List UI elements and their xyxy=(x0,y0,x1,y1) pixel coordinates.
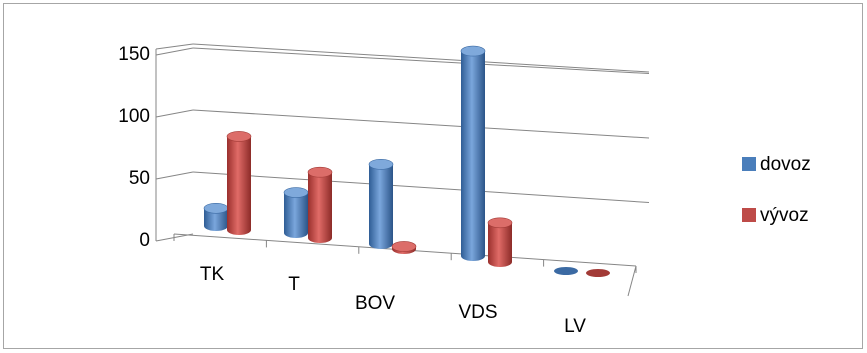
bar-dovoz-VDS xyxy=(460,45,486,261)
x-tick-label: VDS xyxy=(458,302,497,323)
gridline xyxy=(155,109,194,118)
bar-body xyxy=(227,136,251,235)
bar-dovoz-TK xyxy=(203,202,229,231)
bar-body xyxy=(461,51,485,261)
legend-label-vývoz: vývoz xyxy=(760,205,809,226)
labels: 0 50 100 150 TK T BOV VDS LV xyxy=(118,44,586,337)
bar-top xyxy=(226,131,252,142)
y-tick-label: 50 xyxy=(129,168,150,189)
bar-vývoz-LV xyxy=(586,269,610,277)
bar-vývoz-VDS xyxy=(487,217,513,267)
legend: dovoz vývoz xyxy=(742,154,811,226)
bar-body xyxy=(369,164,393,249)
top-back-edge xyxy=(192,43,650,73)
gridline xyxy=(155,171,194,180)
axes xyxy=(155,43,650,297)
bar-body xyxy=(204,208,228,231)
gridline xyxy=(192,109,650,139)
x-tick-label: BOV xyxy=(355,293,395,314)
x-tick-label: LV xyxy=(564,316,586,337)
bars xyxy=(203,45,610,277)
bar-vývoz-TK xyxy=(226,131,252,235)
x-tick-label: T xyxy=(288,274,300,295)
legend-swatch-dovoz xyxy=(742,157,756,171)
chart-frame: 0 50 100 150 TK T BOV VDS LV dovoz vývoz xyxy=(3,3,863,349)
bar-top xyxy=(460,45,486,57)
bar-vývoz-T xyxy=(307,166,333,243)
bar-top xyxy=(487,217,513,229)
gridline xyxy=(192,47,650,75)
floor-right xyxy=(627,265,637,297)
bar-dovoz-BOV xyxy=(368,159,394,249)
gridline xyxy=(155,47,194,56)
bar-top xyxy=(283,187,309,198)
chart-plot: 0 50 100 150 TK T BOV VDS LV dovoz vývoz xyxy=(118,43,811,337)
bar-dovoz-LV xyxy=(554,267,578,275)
bar-body xyxy=(488,222,512,267)
bar-top xyxy=(368,159,394,170)
bar-top xyxy=(554,267,578,275)
bar-body xyxy=(308,172,332,243)
gridline xyxy=(192,171,650,204)
bar-body xyxy=(284,192,308,238)
gridlines xyxy=(155,47,650,204)
bar-vývoz-BOV xyxy=(391,241,417,254)
bar-top xyxy=(586,269,610,277)
y-tick-label: 0 xyxy=(139,230,150,251)
x-tick-label: TK xyxy=(200,264,225,285)
bar-top xyxy=(203,202,229,214)
bar-top xyxy=(391,241,417,252)
legend-label-dovoz: dovoz xyxy=(760,154,811,175)
y-tick-label: 150 xyxy=(118,44,150,65)
top-edge xyxy=(155,43,194,50)
bar-top xyxy=(307,166,333,178)
legend-swatch-vývoz xyxy=(742,208,756,222)
bar-dovoz-T xyxy=(283,187,309,238)
y-tick-label: 100 xyxy=(118,106,150,127)
